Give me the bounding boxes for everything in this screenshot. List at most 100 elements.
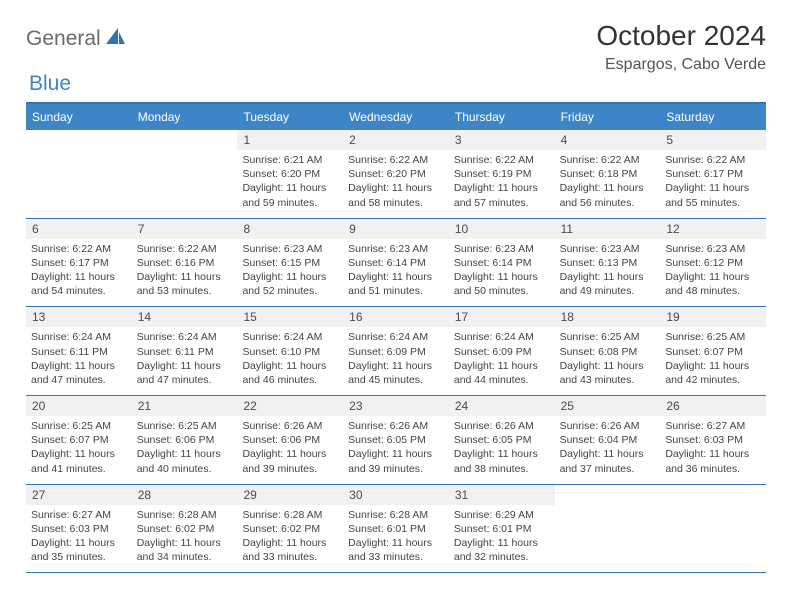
sunrise-line: Sunrise: 6:22 AM	[560, 153, 656, 167]
sunset-line: Sunset: 6:04 PM	[560, 433, 656, 447]
sunset-line: Sunset: 6:07 PM	[31, 433, 127, 447]
sunset-line: Sunset: 6:07 PM	[665, 345, 761, 359]
day-number: 28	[132, 485, 238, 505]
title-block: October 2024 Espargos, Cabo Verde	[596, 20, 766, 74]
day-cell: 8Sunrise: 6:23 AMSunset: 6:15 PMDaylight…	[237, 219, 343, 307]
day-number: 11	[555, 219, 661, 239]
sunset-line: Sunset: 6:10 PM	[242, 345, 338, 359]
day-header-row: Sunday Monday Tuesday Wednesday Thursday…	[26, 104, 766, 130]
day-body: Sunrise: 6:24 AMSunset: 6:09 PMDaylight:…	[449, 327, 555, 395]
day-cell: 1Sunrise: 6:21 AMSunset: 6:20 PMDaylight…	[237, 130, 343, 218]
day-number: 31	[449, 485, 555, 505]
daylight-line: Daylight: 11 hours and 47 minutes.	[137, 359, 233, 387]
sunrise-line: Sunrise: 6:24 AM	[242, 330, 338, 344]
day-cell: 21Sunrise: 6:25 AMSunset: 6:06 PMDayligh…	[132, 396, 238, 484]
calendar: Sunday Monday Tuesday Wednesday Thursday…	[26, 102, 766, 573]
sunset-line: Sunset: 6:13 PM	[560, 256, 656, 270]
day-number: 18	[555, 307, 661, 327]
daylight-line: Daylight: 11 hours and 34 minutes.	[137, 536, 233, 564]
sunset-line: Sunset: 6:17 PM	[31, 256, 127, 270]
day-body: Sunrise: 6:24 AMSunset: 6:11 PMDaylight:…	[26, 327, 132, 395]
week-row: 20Sunrise: 6:25 AMSunset: 6:07 PMDayligh…	[26, 396, 766, 485]
day-cell: 19Sunrise: 6:25 AMSunset: 6:07 PMDayligh…	[660, 307, 766, 395]
daylight-line: Daylight: 11 hours and 53 minutes.	[137, 270, 233, 298]
sunset-line: Sunset: 6:01 PM	[454, 522, 550, 536]
day-number: 29	[237, 485, 343, 505]
sunset-line: Sunset: 6:18 PM	[560, 167, 656, 181]
sunset-line: Sunset: 6:06 PM	[242, 433, 338, 447]
logo-sail-icon	[104, 26, 126, 51]
day-cell: 9Sunrise: 6:23 AMSunset: 6:14 PMDaylight…	[343, 219, 449, 307]
day-body: Sunrise: 6:26 AMSunset: 6:06 PMDaylight:…	[237, 416, 343, 484]
day-header-monday: Monday	[132, 104, 238, 130]
header: General October 2024 Espargos, Cabo Verd…	[26, 20, 766, 74]
logo-text-general: General	[26, 27, 101, 51]
week-row: 27Sunrise: 6:27 AMSunset: 6:03 PMDayligh…	[26, 485, 766, 574]
sunrise-line: Sunrise: 6:23 AM	[665, 242, 761, 256]
day-body: Sunrise: 6:24 AMSunset: 6:09 PMDaylight:…	[343, 327, 449, 395]
day-number: 8	[237, 219, 343, 239]
day-body: Sunrise: 6:28 AMSunset: 6:02 PMDaylight:…	[237, 505, 343, 573]
day-cell: 11Sunrise: 6:23 AMSunset: 6:13 PMDayligh…	[555, 219, 661, 307]
day-header-sunday: Sunday	[26, 104, 132, 130]
day-cell: 23Sunrise: 6:26 AMSunset: 6:05 PMDayligh…	[343, 396, 449, 484]
day-cell: 5Sunrise: 6:22 AMSunset: 6:17 PMDaylight…	[660, 130, 766, 218]
sunrise-line: Sunrise: 6:27 AM	[665, 419, 761, 433]
logo: General	[26, 26, 126, 51]
day-cell: 17Sunrise: 6:24 AMSunset: 6:09 PMDayligh…	[449, 307, 555, 395]
daylight-line: Daylight: 11 hours and 41 minutes.	[31, 447, 127, 475]
day-cell	[26, 130, 132, 218]
daylight-line: Daylight: 11 hours and 49 minutes.	[560, 270, 656, 298]
day-cell: 18Sunrise: 6:25 AMSunset: 6:08 PMDayligh…	[555, 307, 661, 395]
daylight-line: Daylight: 11 hours and 44 minutes.	[454, 359, 550, 387]
day-cell	[555, 485, 661, 573]
sunset-line: Sunset: 6:05 PM	[454, 433, 550, 447]
day-number: 24	[449, 396, 555, 416]
daylight-line: Daylight: 11 hours and 40 minutes.	[137, 447, 233, 475]
day-cell: 28Sunrise: 6:28 AMSunset: 6:02 PMDayligh…	[132, 485, 238, 573]
daylight-line: Daylight: 11 hours and 36 minutes.	[665, 447, 761, 475]
day-number: 3	[449, 130, 555, 150]
day-cell: 30Sunrise: 6:28 AMSunset: 6:01 PMDayligh…	[343, 485, 449, 573]
day-body: Sunrise: 6:26 AMSunset: 6:04 PMDaylight:…	[555, 416, 661, 484]
day-cell: 10Sunrise: 6:23 AMSunset: 6:14 PMDayligh…	[449, 219, 555, 307]
daylight-line: Daylight: 11 hours and 51 minutes.	[348, 270, 444, 298]
day-number: 22	[237, 396, 343, 416]
day-header-thursday: Thursday	[449, 104, 555, 130]
sunset-line: Sunset: 6:15 PM	[242, 256, 338, 270]
sunrise-line: Sunrise: 6:22 AM	[137, 242, 233, 256]
daylight-line: Daylight: 11 hours and 57 minutes.	[454, 181, 550, 209]
daylight-line: Daylight: 11 hours and 37 minutes.	[560, 447, 656, 475]
sunrise-line: Sunrise: 6:22 AM	[348, 153, 444, 167]
daylight-line: Daylight: 11 hours and 39 minutes.	[348, 447, 444, 475]
sunset-line: Sunset: 6:02 PM	[242, 522, 338, 536]
day-number: 5	[660, 130, 766, 150]
sunrise-line: Sunrise: 6:24 AM	[348, 330, 444, 344]
sunset-line: Sunset: 6:16 PM	[137, 256, 233, 270]
week-row: 1Sunrise: 6:21 AMSunset: 6:20 PMDaylight…	[26, 130, 766, 219]
sunrise-line: Sunrise: 6:25 AM	[137, 419, 233, 433]
daylight-line: Daylight: 11 hours and 47 minutes.	[31, 359, 127, 387]
daylight-line: Daylight: 11 hours and 50 minutes.	[454, 270, 550, 298]
daylight-line: Daylight: 11 hours and 59 minutes.	[242, 181, 338, 209]
day-cell: 26Sunrise: 6:27 AMSunset: 6:03 PMDayligh…	[660, 396, 766, 484]
sunset-line: Sunset: 6:11 PM	[137, 345, 233, 359]
sunrise-line: Sunrise: 6:26 AM	[348, 419, 444, 433]
day-body: Sunrise: 6:23 AMSunset: 6:14 PMDaylight:…	[449, 239, 555, 307]
daylight-line: Daylight: 11 hours and 48 minutes.	[665, 270, 761, 298]
daylight-line: Daylight: 11 hours and 35 minutes.	[31, 536, 127, 564]
sunrise-line: Sunrise: 6:29 AM	[454, 508, 550, 522]
sunrise-line: Sunrise: 6:28 AM	[348, 508, 444, 522]
daylight-line: Daylight: 11 hours and 54 minutes.	[31, 270, 127, 298]
daylight-line: Daylight: 11 hours and 33 minutes.	[242, 536, 338, 564]
day-body: Sunrise: 6:24 AMSunset: 6:11 PMDaylight:…	[132, 327, 238, 395]
daylight-line: Daylight: 11 hours and 52 minutes.	[242, 270, 338, 298]
day-number: 25	[555, 396, 661, 416]
day-body: Sunrise: 6:24 AMSunset: 6:10 PMDaylight:…	[237, 327, 343, 395]
day-body: Sunrise: 6:26 AMSunset: 6:05 PMDaylight:…	[449, 416, 555, 484]
sunset-line: Sunset: 6:09 PM	[454, 345, 550, 359]
day-body: Sunrise: 6:28 AMSunset: 6:01 PMDaylight:…	[343, 505, 449, 573]
sunrise-line: Sunrise: 6:26 AM	[454, 419, 550, 433]
daylight-line: Daylight: 11 hours and 42 minutes.	[665, 359, 761, 387]
sunrise-line: Sunrise: 6:22 AM	[665, 153, 761, 167]
